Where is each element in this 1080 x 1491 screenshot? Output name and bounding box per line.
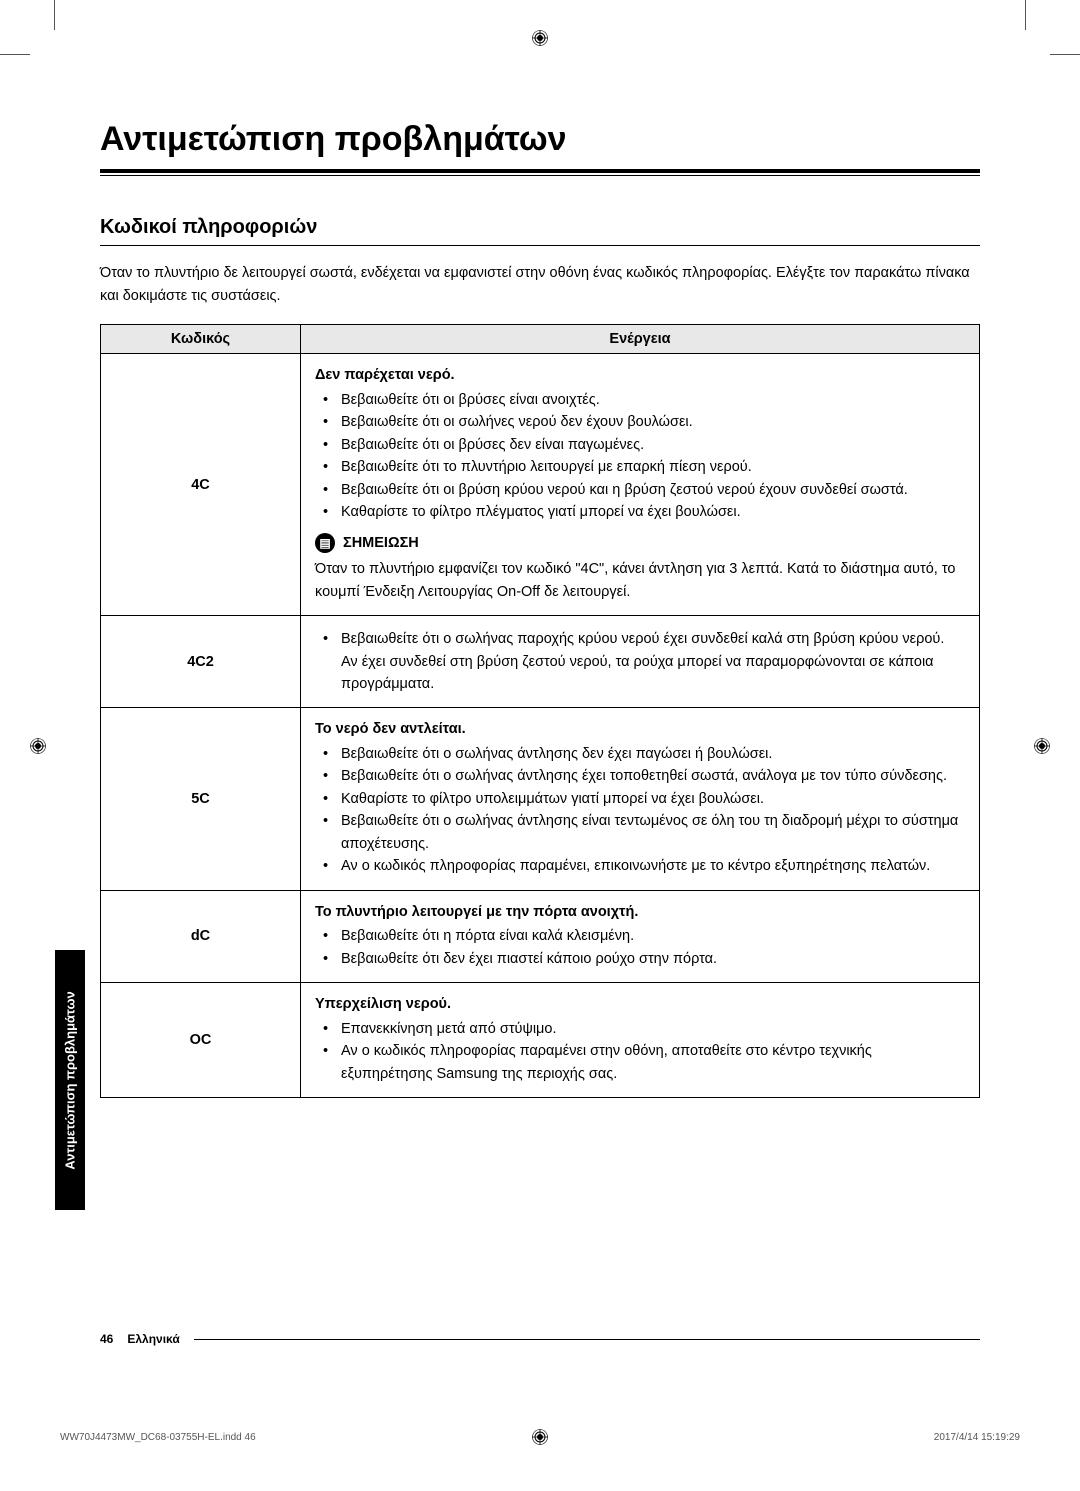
- code-cell: 4C2: [101, 616, 301, 708]
- code-cell: dC: [101, 890, 301, 982]
- code-cell: OC: [101, 983, 301, 1098]
- list-item: Βεβαιωθείτε ότι το πλυντήριο λειτουργεί …: [315, 456, 965, 478]
- list-item: Βεβαιωθείτε ότι οι βρύσες είναι ανοιχτές…: [315, 389, 965, 411]
- footer-page-number: 46: [100, 1332, 113, 1346]
- footer-language: Ελληνικά: [127, 1332, 179, 1346]
- list-item: Βεβαιωθείτε ότι οι βρύση κρύου νερού και…: [315, 479, 965, 501]
- intro-text: Όταν το πλυντήριο δε λειτουργεί σωστά, ε…: [100, 262, 980, 308]
- list-item: Καθαρίστε το φίλτρο υπολειμμάτων γιατί μ…: [315, 788, 965, 810]
- action-list: Βεβαιωθείτε ότι ο σωλήνας άντλησης δεν έ…: [315, 743, 965, 878]
- registration-mark-bottom: [532, 1429, 548, 1445]
- section-title: Κωδικοί πληροφοριών: [100, 216, 980, 246]
- footer-rule: [194, 1339, 980, 1340]
- list-item: Βεβαιωθείτε ότι οι σωλήνες νερού δεν έχο…: [315, 411, 965, 433]
- page-title: Αντιμετώπιση προβλημάτων: [100, 120, 980, 169]
- action-heading: Το νερό δεν αντλείται.: [315, 718, 965, 740]
- table-row: dC Το πλυντήριο λειτουργεί με την πόρτα α…: [101, 890, 980, 982]
- page-footer: 46 Ελληνικά: [100, 1332, 980, 1346]
- table-header-code: Κωδικός: [101, 325, 301, 354]
- note-icon: ▤: [315, 533, 335, 553]
- code-cell: 5C: [101, 708, 301, 890]
- action-cell: Υπερχείλιση νερού. Επανεκκίνηση μετά από …: [301, 983, 980, 1098]
- list-item: Καθαρίστε το φίλτρο πλέγματος γιατί μπορ…: [315, 501, 965, 523]
- page-content: Αντιμετώπιση προβλημάτων Κωδικοί πληροφο…: [100, 120, 980, 1098]
- imprint-file: WW70J4473MW_DC68-03755H-EL.indd 46: [60, 1432, 256, 1443]
- list-item: Αν ο κωδικός πληροφορίας παραμένει, επικ…: [315, 855, 965, 877]
- action-list: Βεβαιωθείτε ότι η πόρτα είναι καλά κλεισ…: [315, 925, 965, 970]
- table-row: 4C Δεν παρέχεται νερό. Βεβαιωθείτε ότι οι …: [101, 354, 980, 616]
- action-cell: Το πλυντήριο λειτουργεί με την πόρτα ανο…: [301, 890, 980, 982]
- action-cell: Δεν παρέχεται νερό. Βεβαιωθείτε ότι οι βρ…: [301, 354, 980, 616]
- side-tab: Αντιμετώπιση προβλημάτων: [55, 950, 85, 1210]
- list-item: Βεβαιωθείτε ότι οι βρύσες δεν είναι παγω…: [315, 434, 965, 456]
- list-item: Βεβαιωθείτε ότι ο σωλήνας άντλησης δεν έ…: [315, 743, 965, 765]
- table-row: OC Υπερχείλιση νερού. Επανεκκίνηση μετά απ…: [101, 983, 980, 1098]
- list-item: Βεβαιωθείτε ότι ο σωλήνας παροχής κρύου …: [315, 628, 965, 695]
- action-heading: Το πλυντήριο λειτουργεί με την πόρτα ανο…: [315, 901, 965, 923]
- codes-table: Κωδικός Ενέργεια 4C Δεν παρέχεται νερό. Βε…: [100, 324, 980, 1098]
- table-row: 5C Το νερό δεν αντλείται. Βεβαιωθείτε ότι …: [101, 708, 980, 890]
- side-tab-text: Αντιμετώπιση προβλημάτων: [63, 991, 78, 1169]
- note-label: ΣΗΜΕΙΩΣΗ: [343, 532, 419, 554]
- action-list: Βεβαιωθείτε ότι οι βρύσες είναι ανοιχτές…: [315, 389, 965, 524]
- registration-mark-left: [30, 738, 46, 754]
- list-item: Επανεκκίνηση μετά από στύψιμο.: [315, 1018, 965, 1040]
- action-list: Βεβαιωθείτε ότι ο σωλήνας παροχής κρύου …: [315, 628, 965, 695]
- action-cell: Βεβαιωθείτε ότι ο σωλήνας παροχής κρύου …: [301, 616, 980, 708]
- action-heading: Υπερχείλιση νερού.: [315, 993, 965, 1015]
- note-row: ▤ ΣΗΜΕΙΩΣΗ: [315, 532, 965, 554]
- list-item: Αν ο κωδικός πληροφορίας παραμένει στην …: [315, 1040, 965, 1085]
- rule-thick: [100, 169, 980, 173]
- rule-thin: [100, 175, 980, 176]
- action-cell: Το νερό δεν αντλείται. Βεβαιωθείτε ότι ο …: [301, 708, 980, 890]
- action-heading: Δεν παρέχεται νερό.: [315, 364, 965, 386]
- table-header-action: Ενέργεια: [301, 325, 980, 354]
- list-item: Βεβαιωθείτε ότι ο σωλήνας άντλησης είναι…: [315, 810, 965, 855]
- list-item: Βεβαιωθείτε ότι ο σωλήνας άντλησης έχει …: [315, 765, 965, 787]
- table-row: 4C2Βεβαιωθείτε ότι ο σωλήνας παροχής κρύ…: [101, 616, 980, 708]
- registration-mark-top: [532, 30, 548, 46]
- note-text: Όταν το πλυντήριο εμφανίζει τον κωδικό "…: [315, 558, 965, 603]
- list-item: Βεβαιωθείτε ότι η πόρτα είναι καλά κλεισ…: [315, 925, 965, 947]
- code-cell: 4C: [101, 354, 301, 616]
- action-list: Επανεκκίνηση μετά από στύψιμο.Αν ο κωδικ…: [315, 1018, 965, 1085]
- registration-mark-right: [1034, 738, 1050, 754]
- list-item: Βεβαιωθείτε ότι δεν έχει πιαστεί κάποιο …: [315, 948, 965, 970]
- imprint-date: 2017/4/14 15:19:29: [934, 1432, 1020, 1443]
